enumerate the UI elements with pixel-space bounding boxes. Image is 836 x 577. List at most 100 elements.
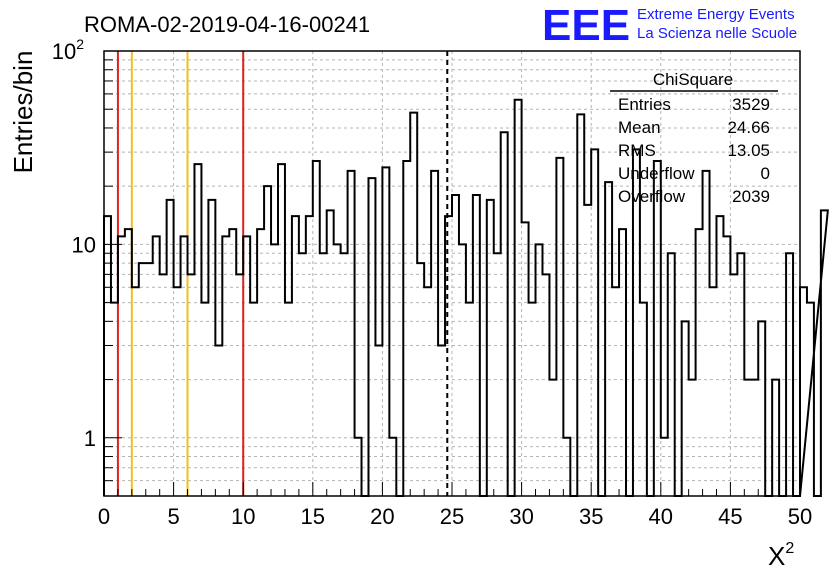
eee-logo: EEE Extreme Energy Events La Scienza nel… <box>542 1 797 50</box>
stats-row-label: Entries <box>618 95 671 114</box>
histogram-bin <box>473 195 480 496</box>
histogram-bin <box>174 287 181 496</box>
x-tick-label: 30 <box>509 504 533 529</box>
stats-row-value: 13.05 <box>727 141 770 160</box>
histogram-bin <box>292 216 299 496</box>
histogram-bin <box>236 274 243 496</box>
stats-title: ChiSquare <box>653 70 733 89</box>
stats-row-label: Underflow <box>618 164 695 183</box>
y-axis-label: Entries/bin <box>8 51 38 174</box>
stats-row-value: 0 <box>761 164 770 183</box>
histogram-bin <box>160 274 167 496</box>
histogram-bin <box>410 113 417 496</box>
histogram-bin <box>215 346 222 496</box>
histogram-bin <box>744 380 751 496</box>
x-axis-ticks: 0 5 10 15 20 25 30 35 40 45 50 <box>98 482 812 529</box>
histogram-bin <box>438 346 445 496</box>
histogram-bin <box>375 346 382 496</box>
y-tick-superscript: 2 <box>76 36 84 52</box>
histogram-bin <box>348 171 355 496</box>
histogram-bin <box>536 244 543 496</box>
logo-line-2: La Scienza nelle Scuole <box>637 25 797 42</box>
histogram-bin <box>306 216 313 496</box>
histogram-bin <box>153 236 160 496</box>
histogram-bin <box>201 303 208 496</box>
stats-row-value: 2039 <box>732 187 770 206</box>
x-tick-label: 10 <box>231 504 255 529</box>
histogram-bin <box>389 438 396 496</box>
histogram-bin <box>417 263 424 496</box>
histogram-bin <box>807 303 814 496</box>
histogram-bin <box>584 205 591 496</box>
histogram-bin <box>431 171 438 496</box>
histogram-bin <box>515 100 522 496</box>
histogram-bin <box>368 178 375 496</box>
histogram-bin <box>529 303 536 496</box>
histogram-bin <box>737 253 744 496</box>
stats-row-label: RMS <box>618 141 656 160</box>
x-tick-label: 40 <box>649 504 673 529</box>
histogram-bin <box>501 132 508 496</box>
histogram-bin <box>487 200 494 496</box>
histogram-bin <box>452 195 459 496</box>
histogram-bin <box>118 236 125 496</box>
histogram-bin <box>758 321 765 496</box>
histogram-bin <box>591 149 598 496</box>
histogram-bin <box>257 229 264 496</box>
histogram-bin <box>494 253 501 496</box>
histogram-bin <box>243 236 250 496</box>
histogram-bin <box>619 229 626 496</box>
histogram-bin <box>208 200 215 496</box>
x-tick-label: 50 <box>788 504 812 529</box>
x-tick-label: 0 <box>98 504 110 529</box>
histogram-bin <box>111 303 118 496</box>
histogram-bin <box>723 236 730 496</box>
histogram-outline <box>103 98 829 497</box>
histogram-bin <box>730 274 737 496</box>
histogram-bin <box>104 216 111 496</box>
histogram-bin <box>522 222 529 496</box>
histogram-bin <box>327 210 334 496</box>
stats-row-value: 24.66 <box>727 118 770 137</box>
x-tick-label: 25 <box>440 504 464 529</box>
y-tick-label: 1 <box>84 426 96 451</box>
histogram-bin <box>640 303 647 496</box>
histogram-bin <box>355 438 362 496</box>
stats-row-label: Mean <box>618 118 661 137</box>
histogram-bin <box>382 167 389 496</box>
logo-line-1: Extreme Energy Events <box>637 6 795 23</box>
histogram-bin <box>229 229 236 496</box>
histogram-bin <box>605 182 612 496</box>
logo-mark: EEE <box>542 1 630 50</box>
x-axis-label: X2 <box>768 540 794 571</box>
histogram-bin <box>278 164 285 496</box>
histogram-bin <box>696 229 703 496</box>
histogram-bin <box>194 164 201 496</box>
histogram-bin <box>751 380 758 496</box>
x-tick-label: 20 <box>370 504 394 529</box>
y-tick-label: 10 <box>72 232 96 257</box>
x-tick-label: 35 <box>579 504 603 529</box>
histogram-bin <box>710 287 717 496</box>
histogram-bin <box>542 274 549 496</box>
x-axis-label-superscript: 2 <box>785 540 794 557</box>
histogram-bin <box>250 303 257 496</box>
histogram-bin <box>403 161 410 496</box>
histogram-bin <box>689 380 696 496</box>
x-axis-label-base: X <box>768 541 785 571</box>
histogram-bin <box>125 229 132 496</box>
histogram-bin <box>716 216 723 496</box>
histogram-bin <box>285 303 292 496</box>
histogram-bin <box>167 200 174 496</box>
histogram-bin <box>668 253 675 496</box>
histogram-bin <box>654 161 661 496</box>
histogram-bin <box>188 274 195 496</box>
stats-box: ChiSquare Entries 3529 Mean 24.66 RMS 13.05 Un… <box>610 70 778 206</box>
histogram-bin <box>703 171 710 496</box>
histogram-bin <box>320 253 327 496</box>
histogram-bin <box>577 114 584 496</box>
x-tick-label: 5 <box>167 504 179 529</box>
